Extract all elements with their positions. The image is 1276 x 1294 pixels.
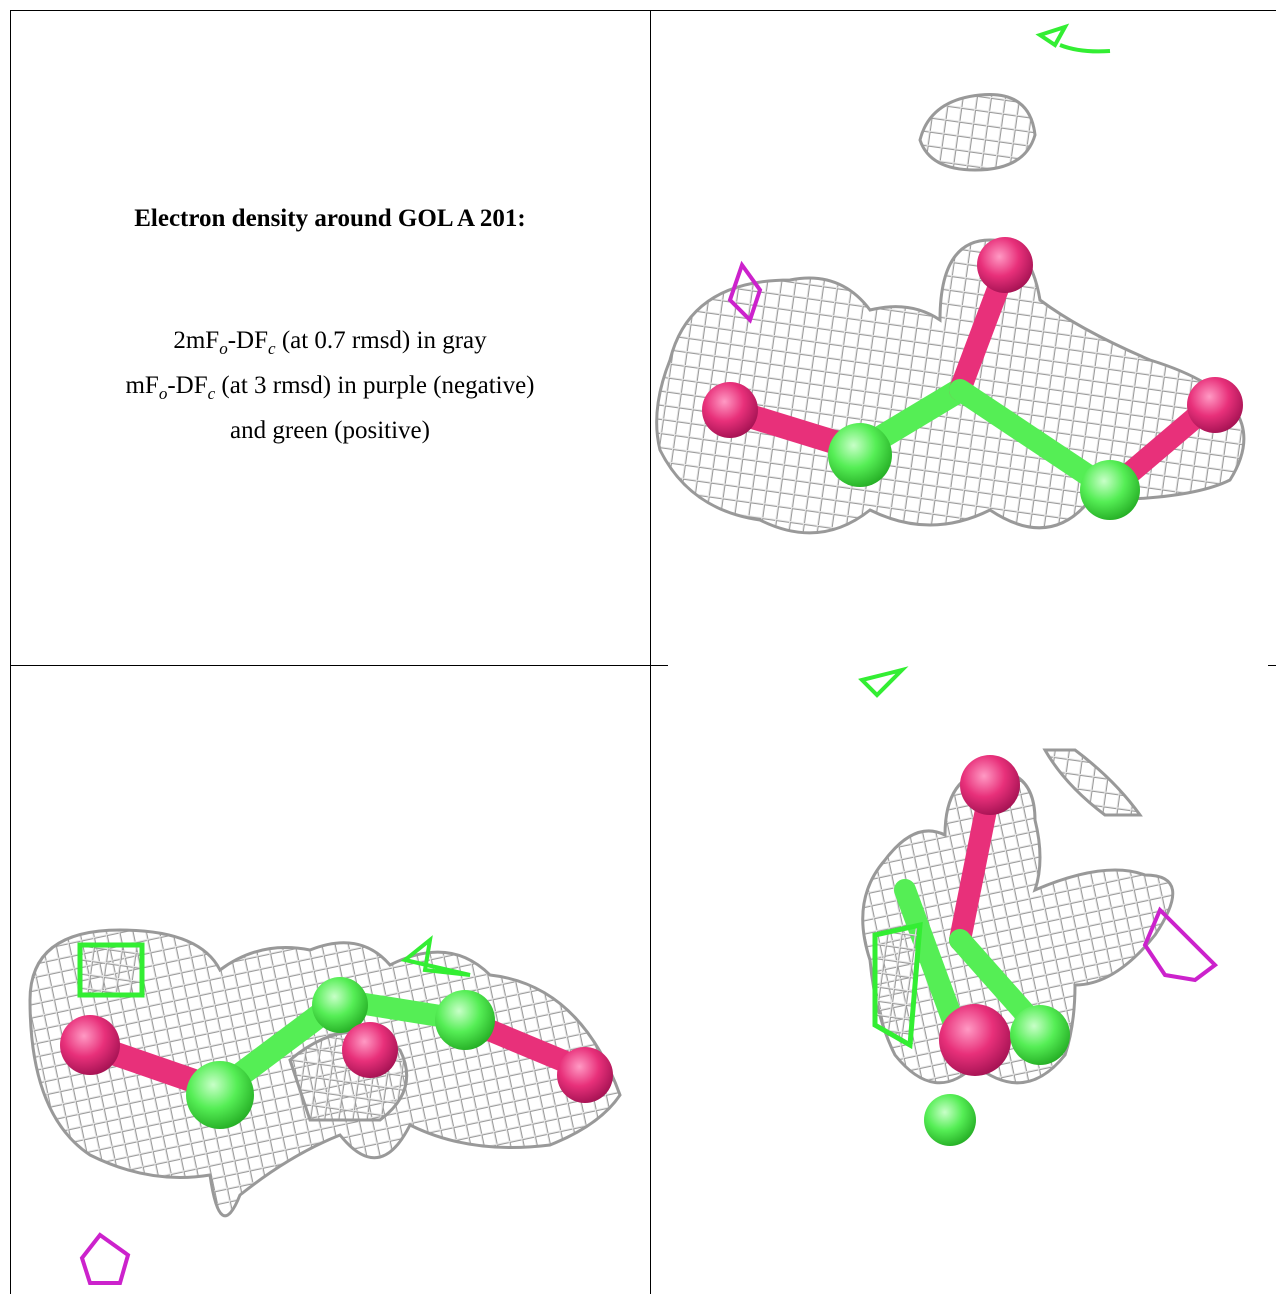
legend-line: 2mFo-DFc (at 0.7 rmsd) in gray: [10, 322, 650, 367]
density-view-2: [28, 928, 622, 1285]
table-borders: [10, 10, 1276, 1294]
legend-line: mFo-DFc (at 3 rmsd) in purple (negative): [10, 367, 650, 412]
legend-text: -DF: [167, 372, 208, 399]
legend-text: -DF: [227, 327, 269, 354]
subscript: o: [219, 339, 228, 358]
caption-title: Electron density around GOL A 201:: [134, 205, 526, 232]
subscript: c: [207, 384, 216, 403]
legend-text: 2mF: [173, 327, 220, 354]
caption-legend: 2mFo-DFc (at 0.7 rmsd) in gray mFo-DFc (a…: [10, 322, 650, 449]
subscript: o: [158, 384, 168, 403]
legend-text: and green (positive): [230, 417, 430, 444]
legend-text: (at 3 rmsd) in purple (negative): [215, 372, 535, 399]
subscript: c: [268, 339, 276, 358]
legend-line: and green (positive): [10, 412, 650, 449]
density-view-1: [655, 23, 1246, 535]
legend-text: mF: [125, 372, 159, 399]
density-view-3: [858, 666, 1219, 1146]
legend-text: (at 0.7 rmsd) in gray: [275, 327, 487, 354]
